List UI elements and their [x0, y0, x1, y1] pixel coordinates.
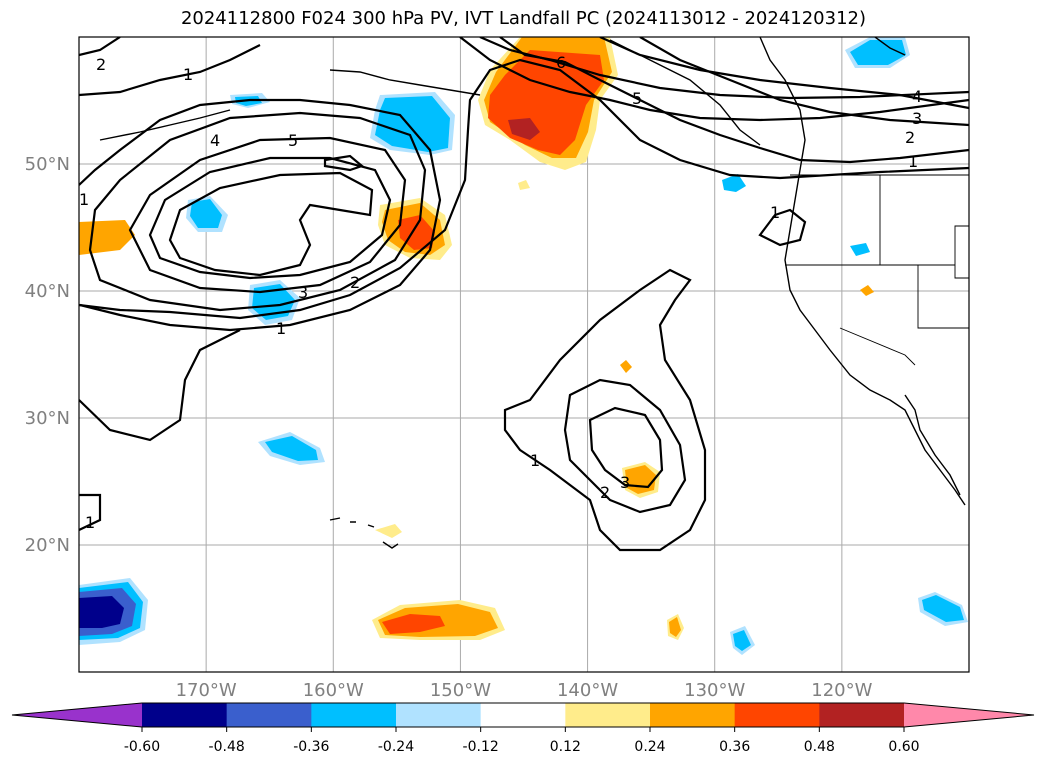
- clabel-5-north: 5: [632, 89, 642, 108]
- pv-contour-1-subtropical: [503, 268, 707, 552]
- pv-contour-4-north: [479, 37, 969, 100]
- clabel-1-west: 1: [79, 190, 89, 209]
- gridlines: [79, 37, 969, 672]
- pv-contour-2-subtropical: [563, 378, 687, 514]
- lat-label: 50°N: [25, 154, 70, 175]
- clabel-3: 3: [298, 283, 308, 302]
- clabel-1-subtropical: 1: [530, 451, 540, 470]
- pv-contour-1-cyclone: [79, 98, 442, 332]
- colorbar-level-label: 0.48: [804, 739, 835, 755]
- latitude-labels: 20°N 30°N 40°N 50°N: [25, 154, 70, 556]
- pv-contour-1-sw: [79, 493, 102, 531]
- plot-frame: [78, 36, 970, 673]
- clabel-1-sw: 1: [85, 513, 95, 532]
- pv-contour-2-nw: [79, 37, 121, 57]
- lon-label: 140°W: [557, 680, 618, 701]
- lon-label: 130°W: [684, 680, 745, 701]
- clabel-2-nw: 2: [96, 55, 106, 74]
- colorbar-segment: [650, 703, 736, 727]
- colorbar-level-label: -0.36: [293, 739, 329, 755]
- pv-contour-1-main: [79, 58, 969, 320]
- colorbar-segment: [311, 703, 397, 727]
- map-title: 2024112800 F024 300 hPa PV, IVT Landfall…: [180, 8, 867, 29]
- clabel-3-subtropical: 3: [620, 473, 630, 492]
- colorbar-level-label: -0.12: [463, 739, 499, 755]
- colorbar-level-label: -0.60: [124, 739, 160, 755]
- clabel-5: 5: [288, 131, 298, 150]
- colorbar-extend-min: [12, 703, 142, 727]
- colorbar-level-label: 0.60: [888, 739, 919, 755]
- lat-label: 40°N: [25, 281, 70, 302]
- clabel-2-north: 2: [905, 128, 915, 147]
- pv-contour-1-coast: [758, 208, 807, 247]
- colorbar-labels: -0.60 -0.48 -0.36 -0.24 -0.12 0.12 0.24 0.36 0.4…: [124, 739, 920, 755]
- colorbar-level-label: -0.48: [209, 739, 245, 755]
- longitude-labels: 170°W 160°W 150°W 140°W 130°W 120°W: [176, 680, 873, 701]
- pv-contour-5: [168, 171, 374, 277]
- colorbar-segment: [396, 703, 482, 727]
- lon-label: 170°W: [176, 680, 237, 701]
- pv-contour-1-north: [79, 44, 261, 97]
- pv-contour-4: [148, 156, 392, 280]
- clabel-1-north: 1: [908, 152, 918, 171]
- clabel-4-north: 4: [912, 87, 922, 106]
- colorbar-extend-max: [904, 703, 1034, 727]
- colorbar-segment: [142, 703, 228, 727]
- colorbar-segment: [226, 703, 312, 727]
- colorbar-segment: [819, 703, 905, 727]
- clabel-2: 2: [350, 273, 360, 292]
- colorbar-level-label: -0.24: [378, 739, 414, 755]
- clabel-1-nw: 1: [183, 65, 193, 84]
- lat-label: 30°N: [25, 408, 70, 429]
- pv-contours: [79, 37, 969, 552]
- clabel-1-cyclone: 1: [276, 319, 286, 338]
- pv-contour-1-west-south: [79, 329, 241, 442]
- colorbar-segment: [480, 703, 566, 727]
- clabel-6: 6: [556, 53, 566, 72]
- clabel-3-north: 3: [912, 109, 922, 128]
- pv-contour-1-small: [323, 154, 365, 172]
- clabel-2-subtropical: 2: [600, 483, 610, 502]
- ivt-positive-gulf-alaska-peak: [508, 118, 540, 140]
- lon-label: 160°W: [303, 680, 364, 701]
- pv-contour-3-north: [599, 37, 969, 110]
- lon-label: 150°W: [430, 680, 491, 701]
- pv-contour-6: [499, 37, 969, 164]
- pv-contour-5-north: [459, 37, 969, 122]
- pv-contour-2-north: [639, 37, 969, 127]
- pv-contour-2: [88, 111, 427, 312]
- colorbar: [11, 702, 1035, 732]
- lon-label: 120°W: [811, 680, 872, 701]
- lat-label: 20°N: [25, 535, 70, 556]
- pv-contour-3: [128, 136, 407, 294]
- colorbar-segment: [734, 703, 820, 727]
- contour-labels: 6 5 4 3 2 1 4 5 3 2 1 1 2 1 1 2 3 1 1: [79, 53, 922, 532]
- clabel-4: 4: [210, 131, 220, 150]
- ivt-fill-layer: [79, 37, 968, 655]
- colorbar-level-label: 0.24: [634, 739, 665, 755]
- colorbar-level-label: 0.12: [550, 739, 581, 755]
- pv-contour-3-subtropical: [588, 406, 664, 489]
- clabel-1-coast: 1: [770, 203, 780, 222]
- colorbar-segment: [565, 703, 651, 727]
- colorbar-level-label: 0.36: [719, 739, 750, 755]
